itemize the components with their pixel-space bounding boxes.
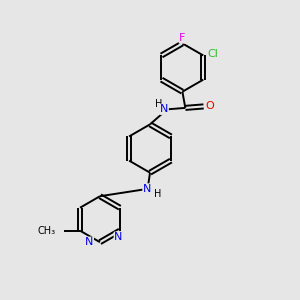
Text: H: H (155, 99, 163, 109)
Text: F: F (179, 33, 186, 43)
Text: O: O (205, 101, 214, 111)
Text: N: N (85, 237, 94, 247)
Text: N: N (143, 184, 151, 194)
Text: H: H (154, 189, 162, 199)
Text: N: N (114, 232, 122, 242)
Text: N: N (160, 104, 168, 114)
Text: CH₃: CH₃ (38, 226, 56, 236)
Text: Cl: Cl (207, 49, 218, 59)
